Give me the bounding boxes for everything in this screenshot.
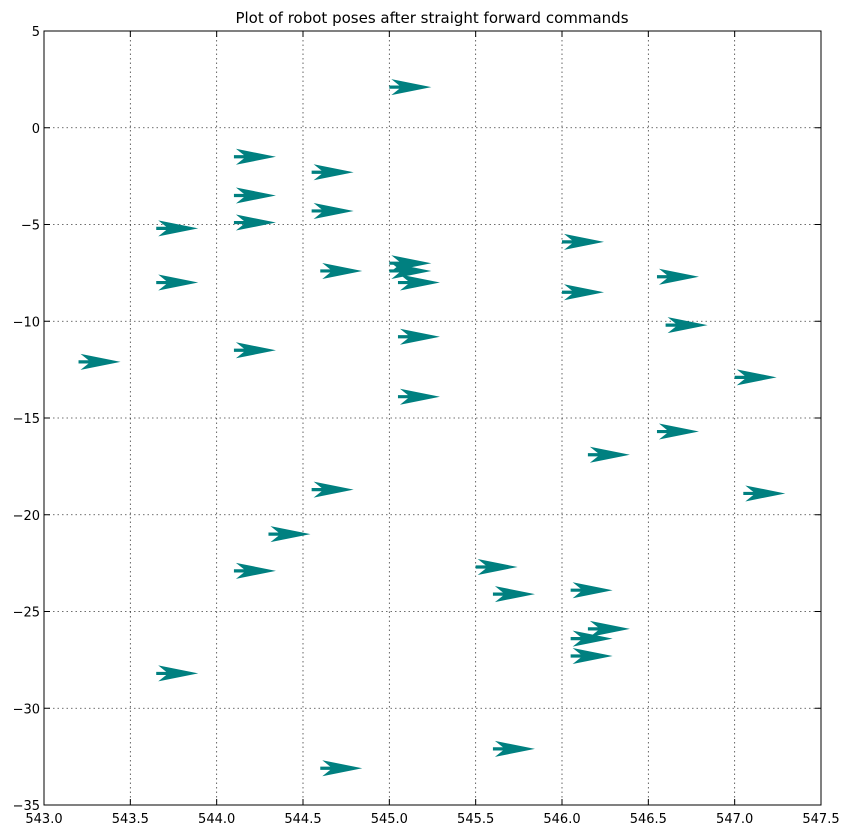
data-marks — [78, 79, 786, 777]
pose-arrow — [397, 328, 440, 345]
pose-arrow — [156, 274, 199, 291]
pose-arrow — [492, 740, 535, 757]
x-tick-label: 545.5 — [457, 812, 494, 827]
pose-arrow — [734, 369, 777, 386]
x-tick-label: 543.0 — [25, 812, 62, 827]
y-tick-label: 5 — [32, 25, 40, 40]
pose-arrow — [233, 562, 276, 579]
chart-title: Plot of robot poses after straight forwa… — [235, 9, 628, 27]
pose-arrow — [311, 481, 354, 498]
y-tick-label: −30 — [13, 702, 40, 717]
x-tick-label: 543.5 — [112, 812, 149, 827]
pose-arrow — [156, 665, 199, 682]
y-tick-label: −15 — [13, 412, 40, 427]
x-tick-label: 546.0 — [543, 812, 580, 827]
x-axis-ticks: 543.0 543.5 544.0 544.5 545.0 545.5 546.0 546.5… — [25, 31, 840, 827]
pose-arrow — [320, 262, 363, 279]
pose-arrow — [562, 233, 604, 250]
pose-arrow — [656, 268, 699, 285]
grid-layer — [44, 31, 821, 805]
pose-arrow — [233, 148, 276, 165]
pose-arrow — [570, 582, 613, 599]
x-tick-label: 544.5 — [284, 812, 321, 827]
x-tick-label: 546.5 — [630, 812, 667, 827]
pose-arrow — [78, 353, 121, 370]
pose-arrow — [570, 648, 613, 664]
pose-arrow — [268, 526, 311, 543]
pose-arrow — [389, 262, 432, 279]
pose-arrow — [587, 446, 630, 463]
pose-arrow — [475, 559, 518, 575]
pose-arrow — [311, 164, 354, 181]
x-tick-label: 547.0 — [716, 812, 753, 827]
pose-arrow — [656, 423, 699, 440]
pose-arrow — [320, 760, 363, 777]
y-tick-label: −5 — [21, 219, 40, 234]
y-tick-label: −35 — [13, 799, 40, 814]
pose-arrow — [311, 202, 354, 219]
pose-arrow — [156, 220, 199, 237]
pose-arrow — [665, 317, 708, 334]
y-tick-label: −25 — [13, 606, 40, 621]
pose-arrow — [389, 79, 432, 96]
pose-arrow — [397, 274, 440, 291]
x-tick-label: 545.0 — [371, 812, 408, 827]
pose-arrow — [397, 388, 440, 405]
y-tick-label: −10 — [13, 315, 40, 330]
x-tick-label: 547.5 — [802, 812, 839, 827]
pose-arrow — [233, 187, 276, 204]
y-tick-label: −20 — [13, 509, 40, 524]
pose-arrow — [492, 586, 535, 603]
y-tick-label: 0 — [32, 122, 40, 137]
x-tick-label: 544.0 — [198, 812, 235, 827]
y-axis-ticks: 5 0 −5 −10 −15 −20 −25 −30 −35 — [13, 25, 821, 814]
pose-arrow — [570, 630, 613, 647]
pose-arrow — [233, 214, 276, 231]
pose-arrow — [743, 485, 786, 502]
pose-arrow — [562, 284, 604, 301]
pose-arrow — [587, 620, 630, 637]
pose-arrow — [233, 342, 276, 359]
